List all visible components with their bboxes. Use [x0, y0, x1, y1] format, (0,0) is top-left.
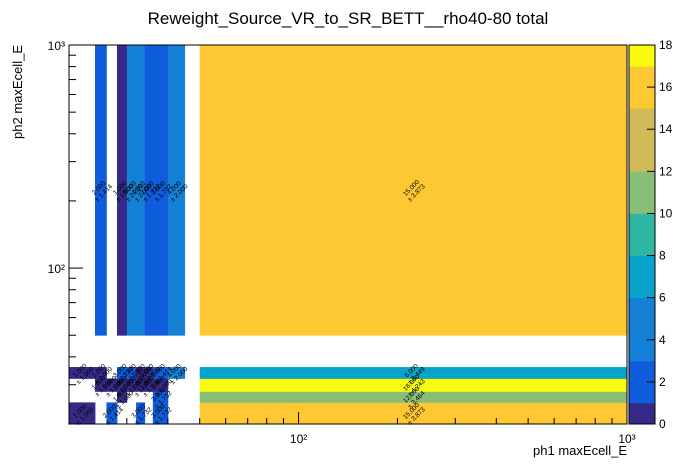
colorbar-band: [629, 360, 655, 383]
y-tick-label: 10²: [48, 262, 65, 276]
colorbar-band: [629, 108, 655, 130]
colorbar-frame: [628, 44, 656, 425]
heatmap-cell: [136, 402, 146, 425]
colorbar-band: [629, 87, 655, 109]
colorbar-tick-label: 10: [659, 206, 673, 220]
heatmap-cell: [126, 378, 137, 392]
heatmap-cells: [69, 45, 628, 425]
colorbar-band: [629, 318, 655, 341]
heatmap-cell: [126, 367, 137, 379]
colorbar-tick-label: 12: [659, 164, 673, 178]
colorbar-band: [629, 192, 655, 214]
heatmap-cell: [167, 45, 186, 336]
colorbar-band: [629, 402, 655, 425]
colorbar-band: [629, 66, 655, 88]
x-axis-label: ph1 maxEcell_E: [533, 443, 627, 458]
heatmap-cell: [144, 378, 154, 392]
heatmap-cell: [116, 391, 128, 403]
colorbar-tick-label: 8: [659, 249, 666, 263]
heatmap-cell: [144, 45, 154, 336]
colorbar-band: [629, 213, 655, 235]
heatmap-cell: [152, 391, 169, 403]
heatmap-cell: [199, 367, 628, 379]
heatmap-cell: [144, 367, 154, 379]
colorbar-tick-label: 4: [659, 333, 666, 347]
heatmap-cell: [152, 367, 169, 379]
colorbar-band: [629, 234, 655, 256]
colorbar-tick-label: 2: [659, 375, 666, 389]
heatmap-cell: [116, 378, 128, 392]
heatmap-cell: [95, 45, 107, 336]
cell-labels: 1.000± 1.000 2.000± 1.414 3.000± 1.7323.00…: [72, 179, 427, 427]
heatmap-cell: [136, 45, 146, 336]
heatmap-cell: [167, 367, 186, 379]
color-bar: 0 2 4 6 8 10 12 14 16 18: [628, 38, 673, 431]
heatmap-cell: [136, 367, 146, 379]
heatmap-cell: [126, 45, 137, 336]
colorbar-tick-label: 0: [659, 417, 666, 431]
colorbar-tick-label: 6: [659, 291, 666, 305]
heatmap-cell: [152, 402, 169, 425]
colorbar-tick-label: 16: [659, 80, 673, 94]
heatmap-cell: [152, 45, 169, 336]
colorbar-band: [629, 171, 655, 193]
heatmap-cell: [106, 402, 118, 425]
heatmap-cell: [69, 402, 96, 425]
heatmap-cell: [95, 378, 107, 392]
colorbar-band: [629, 255, 655, 278]
heatmap-cell: [199, 45, 628, 336]
colorbar-band: [629, 339, 655, 362]
cell-annotation: 2.000± 1.414: [91, 180, 115, 204]
heatmap-cell: [95, 367, 107, 379]
heatmap-cell: [116, 45, 128, 336]
colorbar-band: [629, 45, 655, 67]
colorbar-band: [629, 381, 655, 404]
plot-frame: [68, 44, 628, 425]
heatmap-cell: [136, 378, 146, 392]
colorbar-band: [629, 150, 655, 172]
colorbar-band: [629, 297, 655, 320]
heatmap-cell: [152, 378, 169, 392]
heatmap-cell: [199, 402, 628, 425]
heatmap-cell: [69, 367, 96, 379]
colorbar-tick-label: 14: [659, 122, 673, 136]
colorbar-band: [629, 129, 655, 151]
heatmap-cell: [116, 367, 128, 379]
colorbar-tick-label: 18: [659, 38, 673, 52]
y-tick-label: 10³: [48, 39, 65, 53]
heatmap-cell: [199, 391, 628, 403]
heatmap-cell: [199, 378, 628, 392]
chart-title: Reweight_Source_VR_to_SR_BETT__rho40-80 …: [148, 9, 549, 28]
colorbar-band: [629, 276, 655, 299]
y-axis-label: ph2 maxEcell_E: [10, 45, 25, 139]
x-tick-label: 10²: [290, 432, 307, 446]
axis-ticks: 10² 10³ 10² 10³: [48, 39, 636, 446]
x-tick-label: 10³: [618, 432, 635, 446]
heatmap-cell: [106, 378, 118, 392]
